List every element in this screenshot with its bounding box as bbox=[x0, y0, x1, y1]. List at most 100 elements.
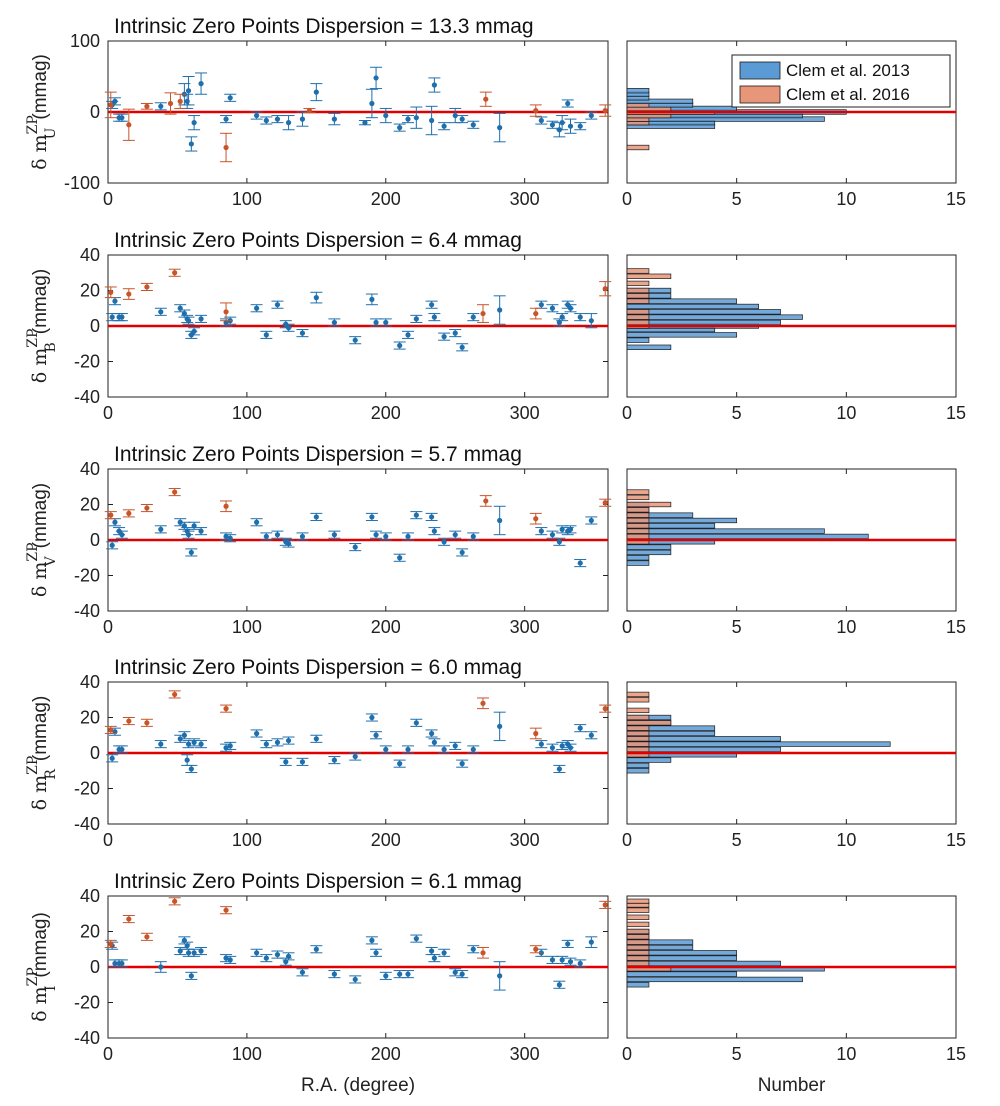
panel-I: Intrinsic Zero Points Dispersion = 6.1 m… bbox=[25, 870, 966, 1064]
data-point bbox=[397, 972, 402, 977]
data-point bbox=[158, 104, 163, 109]
data-point bbox=[189, 141, 194, 146]
data-point bbox=[286, 325, 291, 330]
data-point bbox=[362, 120, 367, 125]
data-point bbox=[497, 724, 502, 729]
data-point bbox=[442, 950, 447, 955]
data-point bbox=[568, 527, 573, 532]
y-tick-label: 0 bbox=[90, 957, 100, 977]
x-tick-label: 300 bbox=[510, 617, 540, 637]
x-tick-label: 0 bbox=[103, 617, 113, 637]
y-label-sub: R bbox=[43, 769, 59, 780]
data-point bbox=[275, 117, 280, 122]
hist-bar-orange bbox=[627, 529, 649, 534]
hist-bar-blue bbox=[627, 742, 890, 747]
data-point bbox=[383, 973, 388, 978]
data-point bbox=[300, 759, 305, 764]
data-point bbox=[369, 715, 374, 720]
data-point bbox=[314, 295, 319, 300]
data-point bbox=[300, 970, 305, 975]
hist-bar-blue bbox=[627, 977, 802, 982]
data-point bbox=[373, 75, 378, 80]
hist-bar-orange bbox=[627, 320, 649, 325]
data-point bbox=[442, 539, 447, 544]
data-point bbox=[158, 309, 163, 314]
data-point bbox=[405, 972, 410, 977]
data-point bbox=[144, 505, 149, 510]
data-point bbox=[198, 316, 203, 321]
data-point bbox=[254, 731, 259, 736]
x-tick-label: 0 bbox=[103, 1044, 113, 1064]
data-point bbox=[108, 290, 113, 295]
hist-x-tick-label: 15 bbox=[946, 189, 966, 209]
hist-bar-blue bbox=[627, 737, 781, 742]
hist-bar-orange bbox=[627, 274, 671, 279]
hist-x-tick-label: 10 bbox=[836, 189, 856, 209]
data-point bbox=[578, 560, 583, 565]
data-point bbox=[568, 745, 573, 750]
data-point bbox=[460, 550, 465, 555]
data-point bbox=[460, 972, 465, 977]
y-label-unit: (mmag) bbox=[30, 912, 51, 977]
data-point bbox=[168, 101, 173, 106]
data-point bbox=[332, 972, 337, 977]
data-point bbox=[442, 747, 447, 752]
data-point bbox=[414, 513, 419, 518]
y-tick-label: 0 bbox=[90, 530, 100, 550]
data-point bbox=[189, 550, 194, 555]
data-point bbox=[158, 964, 163, 969]
y-tick-label: -40 bbox=[74, 814, 100, 834]
panel-title: Intrinsic Zero Points Dispersion = 13.3 … bbox=[114, 15, 534, 38]
x-tick-label: 300 bbox=[510, 830, 540, 850]
data-point bbox=[539, 302, 544, 307]
panel-R: Intrinsic Zero Points Dispersion = 6.0 m… bbox=[25, 656, 966, 850]
data-point bbox=[550, 957, 555, 962]
data-point bbox=[405, 332, 410, 337]
data-point bbox=[314, 736, 319, 741]
hist-bar-blue bbox=[627, 529, 824, 534]
data-point bbox=[568, 959, 573, 964]
data-point bbox=[126, 291, 131, 296]
hist-bar-orange bbox=[627, 508, 649, 513]
hist-x-tick-label: 5 bbox=[732, 830, 742, 850]
data-point bbox=[432, 956, 437, 961]
data-point bbox=[432, 315, 437, 320]
data-point bbox=[126, 916, 131, 921]
data-point bbox=[578, 961, 583, 966]
data-point bbox=[589, 113, 594, 118]
y-tick-label: -40 bbox=[74, 601, 100, 621]
data-point bbox=[223, 706, 228, 711]
hist-bar-blue bbox=[627, 320, 781, 325]
hist-bar-orange bbox=[627, 502, 671, 507]
data-point bbox=[560, 957, 565, 962]
data-point bbox=[178, 99, 183, 104]
hist-x-tick-label: 5 bbox=[732, 1044, 742, 1064]
series-clem2016 bbox=[105, 92, 611, 162]
data-point bbox=[182, 733, 187, 738]
data-point bbox=[158, 742, 163, 747]
data-point bbox=[369, 514, 374, 519]
hist-x-tick-label: 15 bbox=[946, 830, 966, 850]
data-point bbox=[453, 331, 458, 336]
hist-bar-orange bbox=[627, 513, 649, 518]
data-point bbox=[471, 534, 476, 539]
y-tick-label: -40 bbox=[74, 387, 100, 407]
x-tick-label: 200 bbox=[371, 403, 401, 423]
hist-x-tick-label: 0 bbox=[622, 830, 632, 850]
y-axis-label: δ mZP U(mmag) bbox=[25, 54, 59, 170]
legend-swatch bbox=[740, 62, 780, 79]
hist-bar-orange bbox=[627, 310, 649, 315]
data-point bbox=[254, 113, 259, 118]
y-tick-label: 0 bbox=[90, 316, 100, 336]
data-point bbox=[480, 950, 485, 955]
data-point bbox=[332, 117, 337, 122]
hist-bar-orange bbox=[627, 145, 649, 150]
data-point bbox=[568, 124, 573, 129]
y-tick-label: 20 bbox=[80, 281, 100, 301]
y-axis-label: δ mZPI(mmag) bbox=[25, 912, 59, 1022]
y-label-unit: (mmag) bbox=[30, 483, 51, 548]
data-point bbox=[264, 742, 269, 747]
hist-x-tick-label: 15 bbox=[946, 403, 966, 423]
data-point bbox=[264, 956, 269, 961]
hist-bar-orange bbox=[627, 281, 649, 286]
